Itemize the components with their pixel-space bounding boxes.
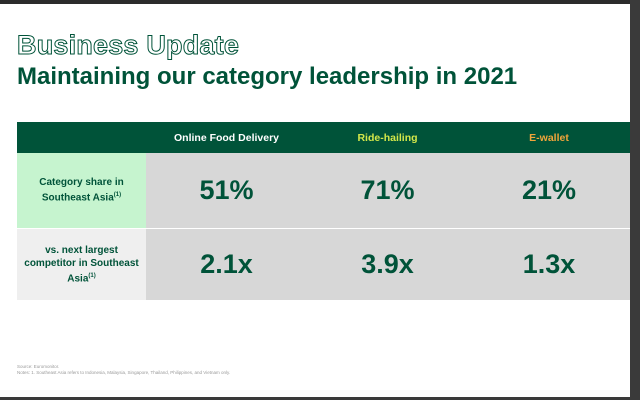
row-label-category-share: Category share in Southeast Asia(1): [17, 153, 146, 228]
table-header-row: Online Food Delivery Ride-hailing E-wall…: [17, 122, 630, 153]
footnotes: Source: Euromonitor. Notes: 1. Southeast…: [17, 364, 230, 376]
value-food-share: 51%: [199, 175, 254, 205]
value-wallet-share: 21%: [521, 175, 577, 205]
leadership-table: Online Food Delivery Ride-hailing E-wall…: [17, 122, 630, 300]
source-note: Source: Euromonitor.: [17, 364, 60, 369]
table-row-category-share: Category share in Southeast Asia(1) 51% …: [17, 153, 630, 228]
header-ride-hailing: Ride-hailing: [357, 131, 418, 144]
bottom-bar: [0, 397, 640, 400]
table-row-vs-competitor: vs. next largest competitor in Southeast…: [17, 228, 630, 300]
header-online-food-delivery: Online Food Delivery: [173, 131, 280, 144]
value-food-multiple: 2.1x: [200, 249, 253, 279]
top-bar: [0, 0, 640, 4]
slide-subtitle: Maintaining our category leadership in 2…: [17, 63, 518, 90]
slide-title: Business Update: [16, 30, 240, 61]
right-scrollbar[interactable]: [630, 0, 640, 400]
value-ride-share: 71%: [360, 175, 415, 205]
header-e-wallet: E-wallet: [529, 131, 569, 144]
region-note: Notes: 1. Southeast Asia refers to Indon…: [17, 370, 231, 375]
row-label-vs-competitor: vs. next largest competitor in Southeast…: [17, 229, 146, 300]
value-ride-multiple: 3.9x: [361, 249, 414, 279]
value-wallet-multiple: 1.3x: [522, 249, 576, 279]
header-empty-cell: [17, 122, 146, 153]
